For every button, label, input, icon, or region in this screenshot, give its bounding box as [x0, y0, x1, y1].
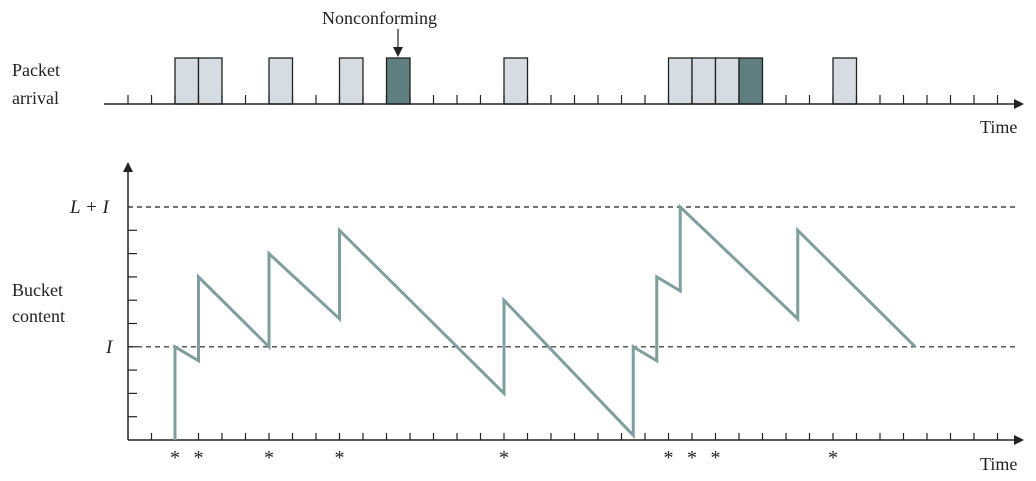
conforming-asterisk: *	[664, 447, 674, 469]
top-time-ticks	[127, 95, 999, 104]
conforming-packet	[268, 57, 294, 105]
conforming-asterisk: *	[335, 447, 345, 469]
packet-arrival-label-line1: Packet	[12, 60, 60, 80]
bottom-time-label: Time	[980, 454, 1017, 474]
nonconforming-packet	[385, 57, 411, 105]
packet-arrival-label-line2: arrival	[12, 88, 59, 108]
nonconforming-label: Nonconforming	[322, 8, 437, 28]
conforming-packet	[667, 57, 693, 105]
conforming-asterisk: *	[711, 447, 721, 469]
bucket-content-label-line1: Bucket	[12, 280, 63, 300]
level-L-plus-I-label: L + I	[69, 197, 111, 218]
bucket-content-label-line2: content	[12, 306, 65, 326]
conforming-asterisk: *	[264, 447, 274, 469]
level-I-label: I	[105, 337, 114, 358]
conforming-asterisk: *	[194, 447, 204, 469]
conforming-packet	[714, 57, 740, 105]
conforming-packet	[197, 57, 223, 105]
conforming-asterisks: * * * * * * * * *	[170, 447, 838, 469]
bucket-y-ticks	[128, 229, 137, 418]
conforming-packet	[832, 57, 858, 105]
conforming-packet	[338, 57, 364, 105]
top-time-label: Time	[980, 117, 1017, 137]
nonconforming-packet	[738, 57, 764, 105]
conforming-packet	[691, 57, 717, 105]
conforming-packet	[503, 57, 529, 105]
bottom-time-ticks	[150, 433, 999, 440]
conforming-asterisk: *	[687, 447, 697, 469]
conforming-asterisk: *	[828, 447, 838, 469]
conforming-asterisk: *	[499, 447, 509, 469]
packet-arrivals	[174, 57, 858, 105]
conforming-asterisk: *	[170, 447, 180, 469]
conforming-packet	[174, 57, 200, 105]
bucket-content-curve	[173, 203, 917, 440]
